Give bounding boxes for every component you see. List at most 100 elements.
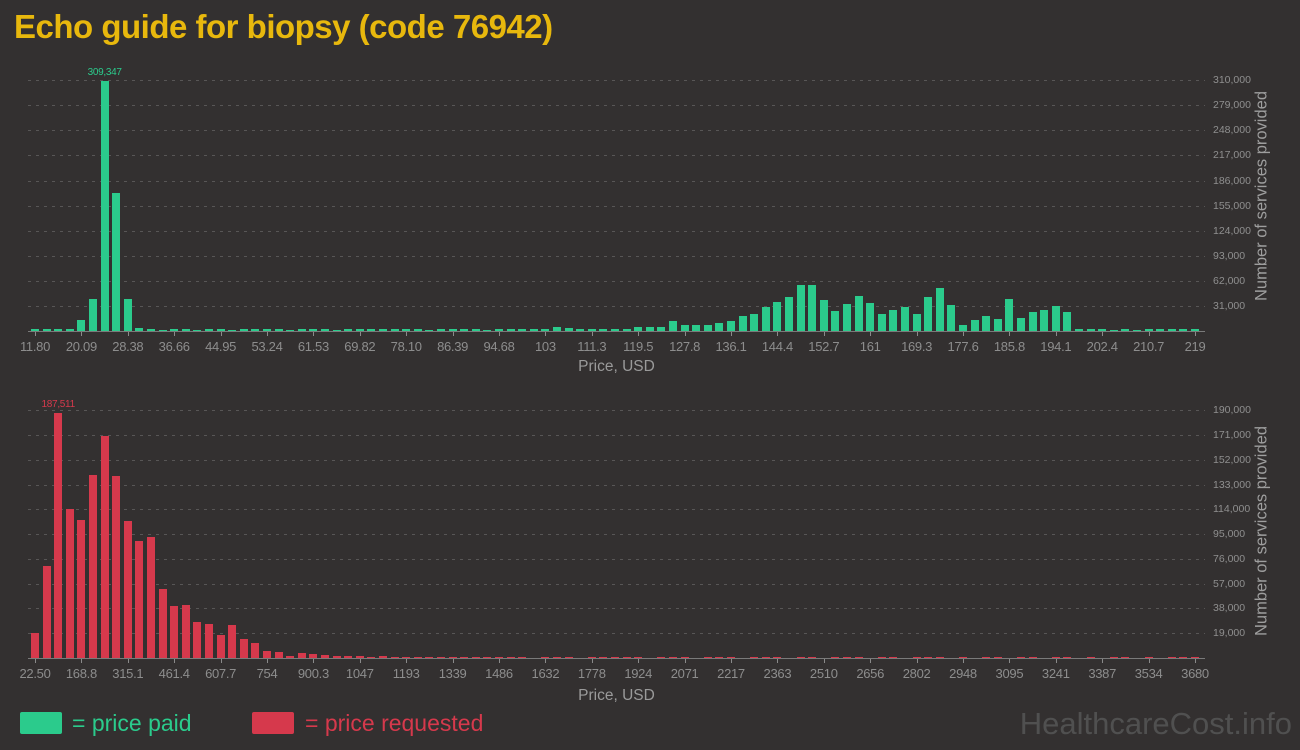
histogram-bar[interactable] bbox=[1017, 656, 1025, 658]
histogram-bar[interactable] bbox=[402, 329, 411, 331]
histogram-bar[interactable] bbox=[42, 329, 51, 331]
histogram-bar[interactable] bbox=[216, 329, 225, 331]
histogram-bar[interactable] bbox=[1179, 328, 1188, 331]
histogram-bar[interactable] bbox=[251, 643, 260, 658]
histogram-bar[interactable] bbox=[866, 302, 875, 331]
histogram-bar[interactable] bbox=[65, 328, 74, 331]
histogram-bar[interactable] bbox=[309, 329, 318, 331]
histogram-bar[interactable] bbox=[460, 329, 469, 331]
histogram-bar[interactable] bbox=[657, 326, 666, 331]
histogram-bar[interactable] bbox=[553, 656, 561, 658]
histogram-bar[interactable] bbox=[843, 303, 851, 331]
histogram-bar[interactable] bbox=[935, 656, 944, 658]
histogram-bar[interactable] bbox=[982, 316, 991, 331]
histogram-bar[interactable] bbox=[158, 329, 167, 331]
histogram-bar[interactable] bbox=[216, 634, 225, 658]
histogram-bar[interactable] bbox=[715, 656, 724, 658]
histogram-bar[interactable] bbox=[750, 314, 759, 331]
histogram-bar[interactable] bbox=[1167, 329, 1176, 331]
histogram-bar[interactable] bbox=[808, 284, 817, 331]
histogram-bar[interactable] bbox=[982, 656, 991, 658]
histogram-bar[interactable] bbox=[158, 588, 167, 658]
histogram-bar[interactable] bbox=[518, 656, 527, 658]
histogram-bar[interactable] bbox=[1051, 305, 1060, 331]
histogram-bar[interactable] bbox=[912, 314, 921, 331]
histogram-bar[interactable] bbox=[645, 326, 654, 331]
histogram-bar[interactable] bbox=[680, 324, 689, 331]
histogram-bar[interactable] bbox=[321, 329, 329, 331]
histogram-bar[interactable] bbox=[506, 656, 515, 658]
histogram-bar[interactable] bbox=[1191, 656, 1199, 658]
histogram-bar[interactable] bbox=[1133, 329, 1141, 331]
histogram-bar[interactable] bbox=[727, 320, 735, 331]
histogram-bar[interactable] bbox=[912, 656, 921, 658]
histogram-bar[interactable] bbox=[309, 654, 318, 658]
histogram-bar[interactable] bbox=[355, 656, 364, 658]
histogram-bar[interactable] bbox=[170, 329, 179, 331]
histogram-bar[interactable] bbox=[54, 329, 63, 331]
histogram-bar[interactable] bbox=[959, 656, 967, 658]
histogram-bar[interactable] bbox=[634, 656, 643, 658]
histogram-bar[interactable] bbox=[321, 655, 329, 658]
histogram-bar[interactable] bbox=[448, 656, 457, 658]
histogram-bar[interactable] bbox=[738, 316, 747, 331]
histogram-bar[interactable] bbox=[205, 329, 213, 331]
histogram-bar[interactable] bbox=[529, 328, 538, 331]
histogram-bar[interactable] bbox=[89, 298, 97, 331]
histogram-bar[interactable] bbox=[135, 540, 144, 658]
histogram-bar[interactable] bbox=[193, 329, 202, 331]
histogram-bar[interactable] bbox=[495, 329, 503, 331]
histogram-bar[interactable] bbox=[1086, 656, 1095, 658]
histogram-bar[interactable] bbox=[785, 297, 793, 331]
histogram-bar[interactable] bbox=[1098, 329, 1107, 331]
histogram-bar[interactable] bbox=[843, 656, 851, 658]
histogram-bar[interactable] bbox=[367, 329, 376, 331]
histogram-bar[interactable] bbox=[808, 656, 817, 658]
histogram-bar[interactable] bbox=[553, 326, 561, 331]
histogram-bar[interactable] bbox=[715, 322, 724, 331]
histogram-bar[interactable] bbox=[831, 310, 840, 331]
histogram-bar[interactable] bbox=[773, 301, 782, 331]
histogram-bar[interactable] bbox=[263, 328, 271, 331]
histogram-bar[interactable] bbox=[889, 656, 898, 658]
histogram-bar[interactable] bbox=[599, 328, 608, 331]
histogram-bar[interactable] bbox=[425, 329, 434, 331]
histogram-bar[interactable] bbox=[819, 299, 828, 331]
histogram-bar[interactable] bbox=[297, 652, 306, 658]
histogram-bar[interactable] bbox=[413, 329, 422, 331]
histogram-bar[interactable] bbox=[437, 329, 445, 331]
histogram-bar[interactable] bbox=[970, 320, 979, 331]
histogram-bar[interactable] bbox=[796, 284, 805, 331]
histogram-bar[interactable] bbox=[31, 329, 39, 331]
histogram-bar[interactable] bbox=[1144, 328, 1153, 331]
histogram-bar[interactable] bbox=[100, 80, 109, 331]
histogram-bar[interactable] bbox=[170, 606, 179, 658]
histogram-bar[interactable] bbox=[112, 193, 121, 331]
histogram-bar[interactable] bbox=[1017, 318, 1025, 331]
histogram-bar[interactable] bbox=[31, 632, 39, 658]
histogram-bar[interactable] bbox=[761, 306, 770, 331]
histogram-bar[interactable] bbox=[112, 476, 121, 658]
histogram-bar[interactable] bbox=[993, 318, 1002, 331]
histogram-bar[interactable] bbox=[1167, 656, 1176, 658]
histogram-bar[interactable] bbox=[1156, 328, 1165, 331]
histogram-bar[interactable] bbox=[495, 656, 503, 658]
histogram-bar[interactable] bbox=[877, 314, 886, 331]
histogram-bar[interactable] bbox=[541, 656, 550, 658]
histogram-bar[interactable] bbox=[1191, 329, 1199, 331]
histogram-bar[interactable] bbox=[123, 520, 132, 658]
histogram-bar[interactable] bbox=[564, 327, 573, 331]
histogram-bar[interactable] bbox=[355, 328, 364, 331]
histogram-bar[interactable] bbox=[367, 656, 376, 658]
histogram-bar[interactable] bbox=[657, 656, 666, 658]
histogram-bar[interactable] bbox=[228, 329, 237, 331]
histogram-bar[interactable] bbox=[379, 328, 387, 331]
histogram-bar[interactable] bbox=[854, 656, 863, 658]
histogram-bar[interactable] bbox=[42, 566, 51, 658]
histogram-bar[interactable] bbox=[727, 656, 735, 658]
histogram-bar[interactable] bbox=[263, 650, 271, 658]
histogram-bar[interactable] bbox=[54, 413, 63, 658]
histogram-bar[interactable] bbox=[413, 656, 422, 658]
histogram-bar[interactable] bbox=[599, 656, 608, 658]
histogram-bar[interactable] bbox=[935, 288, 944, 331]
